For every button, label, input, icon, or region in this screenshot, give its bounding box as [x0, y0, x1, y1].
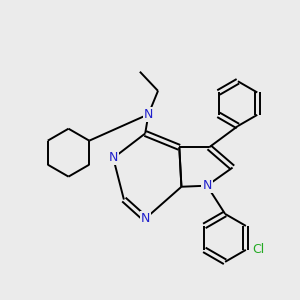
Text: Cl: Cl — [253, 243, 265, 256]
Text: N: N — [144, 108, 153, 121]
Text: N: N — [109, 152, 118, 164]
Text: N: N — [202, 179, 212, 192]
Text: N: N — [140, 212, 150, 225]
